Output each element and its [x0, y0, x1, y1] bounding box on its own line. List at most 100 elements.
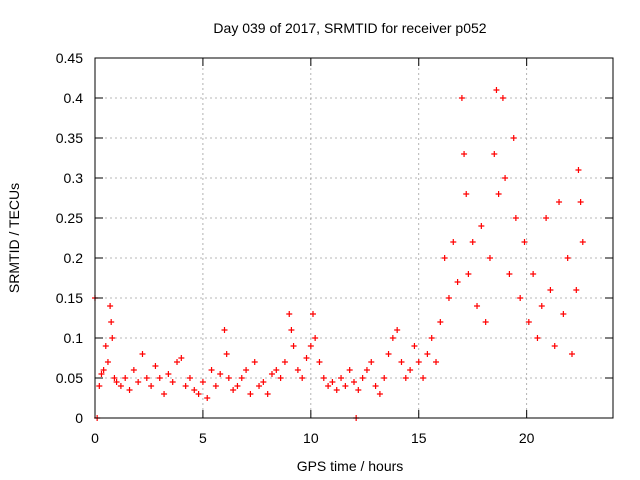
plot-frame: [94, 57, 614, 419]
data-point: [111, 375, 118, 381]
data-point: [191, 387, 198, 393]
data-point: [474, 303, 481, 309]
data-point: [454, 279, 461, 285]
grid-lines: [95, 58, 613, 418]
data-point: [294, 367, 301, 373]
y-tick-label: 0.25: [56, 210, 83, 226]
data-point: [273, 367, 280, 373]
data-point: [238, 375, 245, 381]
data-point: [502, 175, 509, 181]
data-point: [212, 383, 219, 389]
data-point: [117, 383, 124, 389]
data-point: [247, 391, 254, 397]
data-point: [461, 151, 468, 157]
data-point: [225, 375, 232, 381]
data-point: [482, 319, 489, 325]
data-point: [407, 367, 414, 373]
data-point: [223, 351, 230, 357]
data-point: [113, 379, 120, 385]
data-point: [182, 383, 189, 389]
data-point: [547, 287, 554, 293]
data-point: [486, 255, 493, 261]
data-point: [577, 199, 584, 205]
data-point: [346, 367, 353, 373]
data-point: [230, 387, 237, 393]
data-point: [152, 363, 159, 369]
data-point: [437, 319, 444, 325]
data-point: [260, 379, 267, 385]
data-point: [512, 215, 519, 221]
data-point: [307, 343, 314, 349]
data-point: [573, 287, 580, 293]
data-point: [286, 311, 293, 317]
data-point: [441, 255, 448, 261]
data-point: [130, 367, 137, 373]
data-point: [320, 375, 327, 381]
y-tick-label: 0.35: [56, 130, 83, 146]
data-point: [104, 359, 111, 365]
data-point: [564, 255, 571, 261]
data-point: [148, 383, 155, 389]
data-point: [256, 383, 263, 389]
data-point: [521, 239, 528, 245]
data-point: [290, 343, 297, 349]
data-point: [415, 359, 422, 365]
data-point: [463, 191, 470, 197]
data-point: [288, 327, 295, 333]
data-point: [208, 367, 215, 373]
data-point: [538, 303, 545, 309]
x-tick-label: 0: [91, 430, 99, 446]
chart-title: Day 039 of 2017, SRMTID for receiver p05…: [213, 20, 486, 36]
data-point: [465, 271, 472, 277]
x-tick-label: 20: [519, 430, 535, 446]
data-point: [135, 379, 142, 385]
data-point: [458, 95, 465, 101]
data-point: [217, 371, 224, 377]
data-point: [333, 387, 340, 393]
data-point: [450, 239, 457, 245]
data-point: [156, 375, 163, 381]
data-point: [102, 343, 109, 349]
data-point: [316, 359, 323, 365]
data-point: [398, 359, 405, 365]
data-point: [96, 383, 103, 389]
data-point: [525, 319, 532, 325]
data-point: [389, 335, 396, 341]
data-point: [204, 395, 211, 401]
data-point: [568, 351, 575, 357]
data-point: [281, 359, 288, 365]
x-tick-label: 5: [199, 430, 207, 446]
data-point: [277, 375, 284, 381]
data-point: [433, 359, 440, 365]
data-point: [495, 191, 502, 197]
data-point: [325, 383, 332, 389]
data-point: [303, 355, 310, 361]
x-tick-label: 10: [303, 430, 319, 446]
data-point: [98, 371, 105, 377]
data-point: [469, 239, 476, 245]
data-point: [381, 375, 388, 381]
data-point: [359, 375, 366, 381]
data-point: [234, 383, 241, 389]
data-point: [394, 327, 401, 333]
data-point: [445, 295, 452, 301]
data-point: [478, 223, 485, 229]
data-point: [543, 215, 550, 221]
axis-ticks: [94, 57, 613, 419]
data-point: [376, 391, 383, 397]
y-tick-label: 0.4: [64, 90, 84, 106]
data-point: [420, 375, 427, 381]
x-axis-label: GPS time / hours: [297, 458, 404, 474]
data-point: [506, 271, 513, 277]
data-point: [195, 391, 202, 397]
data-point: [499, 95, 506, 101]
y-tick-label: 0.3: [64, 170, 84, 186]
data-point: [493, 87, 500, 93]
data-point: [530, 271, 537, 277]
y-tick-label: 0.15: [56, 290, 83, 306]
data-point: [329, 379, 336, 385]
data-point: [428, 335, 435, 341]
data-point: [143, 375, 150, 381]
data-point: [169, 379, 176, 385]
